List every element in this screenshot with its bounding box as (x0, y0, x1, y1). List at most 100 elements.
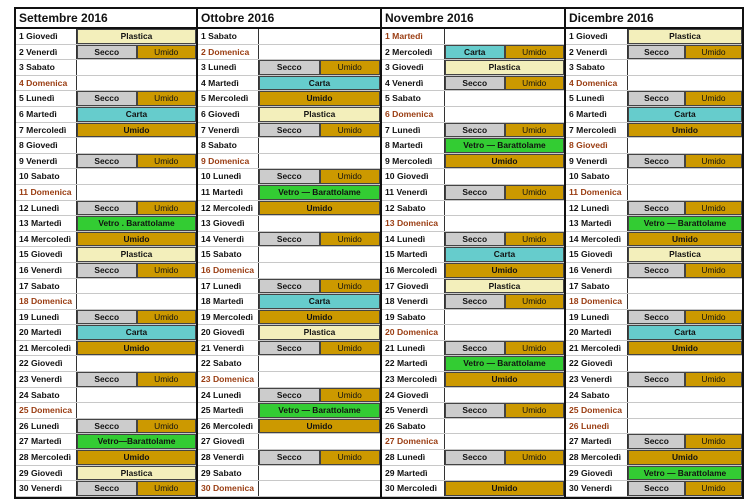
collection-umido: Umido (504, 340, 564, 356)
collection-umido: Umido (319, 122, 380, 138)
day-row: 5 Sabato (382, 91, 564, 107)
day-label: 4 Martedì (198, 75, 259, 91)
collection-cell: Secco Umido (259, 231, 380, 247)
collection-cell: Carta (628, 106, 742, 122)
collection-cell (628, 76, 742, 91)
day-row: 2 Mercoledì Carta Umido (382, 44, 564, 61)
collection-umido: Umido (259, 200, 380, 216)
collection-secco: Secco (628, 91, 685, 106)
collection-cell (259, 356, 380, 371)
day-label: 1 Sabato (198, 29, 259, 44)
collection-umido: Umido (685, 262, 742, 278)
collection-carta: Carta (445, 44, 505, 60)
day-label: 2 Venerdì (16, 44, 77, 60)
collection-secco: Secco (259, 278, 320, 294)
day-row: 24 Sabato (16, 387, 196, 404)
collection-cell (628, 294, 742, 309)
day-label: 25 Domenica (566, 403, 628, 418)
day-label: 26 Lunedì (16, 418, 77, 434)
collection-cell: Secco Umido (77, 309, 196, 325)
day-row: 22 Giovedì (16, 356, 196, 373)
day-row: 5 Lunedì Secco Umido (566, 91, 742, 107)
collection-vetro: Vetro . Barattolame (77, 216, 196, 231)
collection-umido: Umido (136, 153, 196, 169)
collection-cell (259, 216, 380, 231)
day-label: 3 Lunedì (198, 60, 259, 75)
day-label: 28 Lunedì (382, 450, 445, 465)
day-label: 8 Martedì (382, 138, 445, 153)
day-label: 15 Giovedì (16, 247, 77, 262)
collection-cell: Vetro . Barattolame (77, 216, 196, 231)
collection-secco: Secco (259, 169, 320, 184)
collection-umido: Umido (136, 200, 196, 216)
day-label: 14 Mercoledì (16, 231, 77, 247)
day-row: 2 Venerdì Secco Umido (16, 44, 196, 61)
collection-cell (259, 372, 380, 387)
collection-umido: Umido (319, 387, 380, 403)
day-row: 18 Domenica (16, 294, 196, 310)
collection-cell: Umido (445, 372, 564, 387)
collection-secco: Secco (628, 481, 685, 496)
collection-secco: Secco (445, 184, 505, 200)
day-row: 14 Lunedì Secco Umido (382, 231, 564, 248)
day-label: 28 Venerdì (198, 450, 259, 465)
day-label: 5 Sabato (382, 91, 445, 106)
day-row: 4 Martedì Carta (198, 75, 380, 92)
day-label: 11 Domenica (566, 184, 628, 200)
day-label: 10 Giovedì (382, 169, 445, 184)
collection-secco: Secco (445, 450, 505, 465)
day-label: 9 Domenica (198, 153, 259, 169)
day-label: 13 Martedì (566, 216, 628, 231)
day-row: 3 Lunedì Secco Umido (198, 60, 380, 76)
collection-umido: Umido (445, 372, 564, 387)
day-label: 16 Mercoledì (382, 262, 445, 278)
day-row: 13 Giovedì (198, 216, 380, 232)
day-row: 29 Martedì (382, 465, 564, 482)
day-row: 24 Giovedì (382, 387, 564, 404)
collection-cell (259, 263, 380, 278)
day-row: 16 Venerdì Secco Umido (16, 262, 196, 279)
day-row: 21 Lunedì Secco Umido (382, 340, 564, 357)
month-title: Novembre 2016 (382, 9, 564, 29)
day-row: 20 Martedì Carta (566, 325, 742, 341)
month-dicembre: Dicembre 2016 1 Giovedì Plastica 2 Venerdì S… (564, 7, 744, 499)
collection-cell: Plastica (77, 465, 196, 481)
collection-cell: Secco Umido (77, 372, 196, 387)
day-row: 26 Mercoledì Umido (198, 418, 380, 435)
day-row: 17 Sabato (566, 278, 742, 295)
day-label: 20 Giovedì (198, 325, 259, 340)
collection-cell: Secco Umido (77, 44, 196, 60)
collection-cell: Carta (259, 294, 380, 309)
collection-cell (259, 29, 380, 44)
day-label: 6 Martedì (566, 106, 628, 122)
day-label: 24 Lunedì (198, 387, 259, 403)
collection-cell: Secco Umido (445, 75, 564, 91)
collection-cell (445, 434, 564, 449)
collection-cell: Umido (259, 91, 380, 106)
day-label: 28 Mercoledì (566, 450, 628, 465)
collection-secco: Secco (628, 44, 685, 60)
collection-secco: Secco (259, 122, 320, 138)
day-label: 27 Martedì (16, 434, 77, 450)
collection-cell: Vetro—Barattolame (77, 434, 196, 450)
day-row: 12 Sabato (382, 200, 564, 217)
collection-secco: Secco (445, 340, 505, 356)
collection-umido: Umido (445, 153, 564, 169)
day-row: 29 Giovedì Vetro — Barattolame (566, 465, 742, 482)
collection-cell (77, 403, 196, 418)
day-row: 21 Mercoledì Umido (16, 340, 196, 357)
day-row: 25 Martedì Vetro — Barattolame (198, 403, 380, 419)
day-row: 12 Lunedì Secco Umido (16, 200, 196, 217)
day-label: 22 Sabato (198, 356, 259, 372)
day-label: 23 Mercoledì (382, 372, 445, 387)
day-row: 7 Venerdì Secco Umido (198, 122, 380, 139)
day-label: 7 Mercoledì (16, 122, 77, 138)
collection-cell (445, 466, 564, 481)
collection-carta: Carta (77, 325, 196, 340)
day-label: 19 Mercoledì (198, 309, 259, 325)
day-row: 25 Domenica (16, 403, 196, 419)
collection-secco: Secco (77, 153, 137, 169)
collection-cell: Umido (445, 481, 564, 496)
collection-vetro: Vetro — Barattolame (259, 403, 380, 418)
collection-plastica: Plastica (77, 29, 196, 44)
